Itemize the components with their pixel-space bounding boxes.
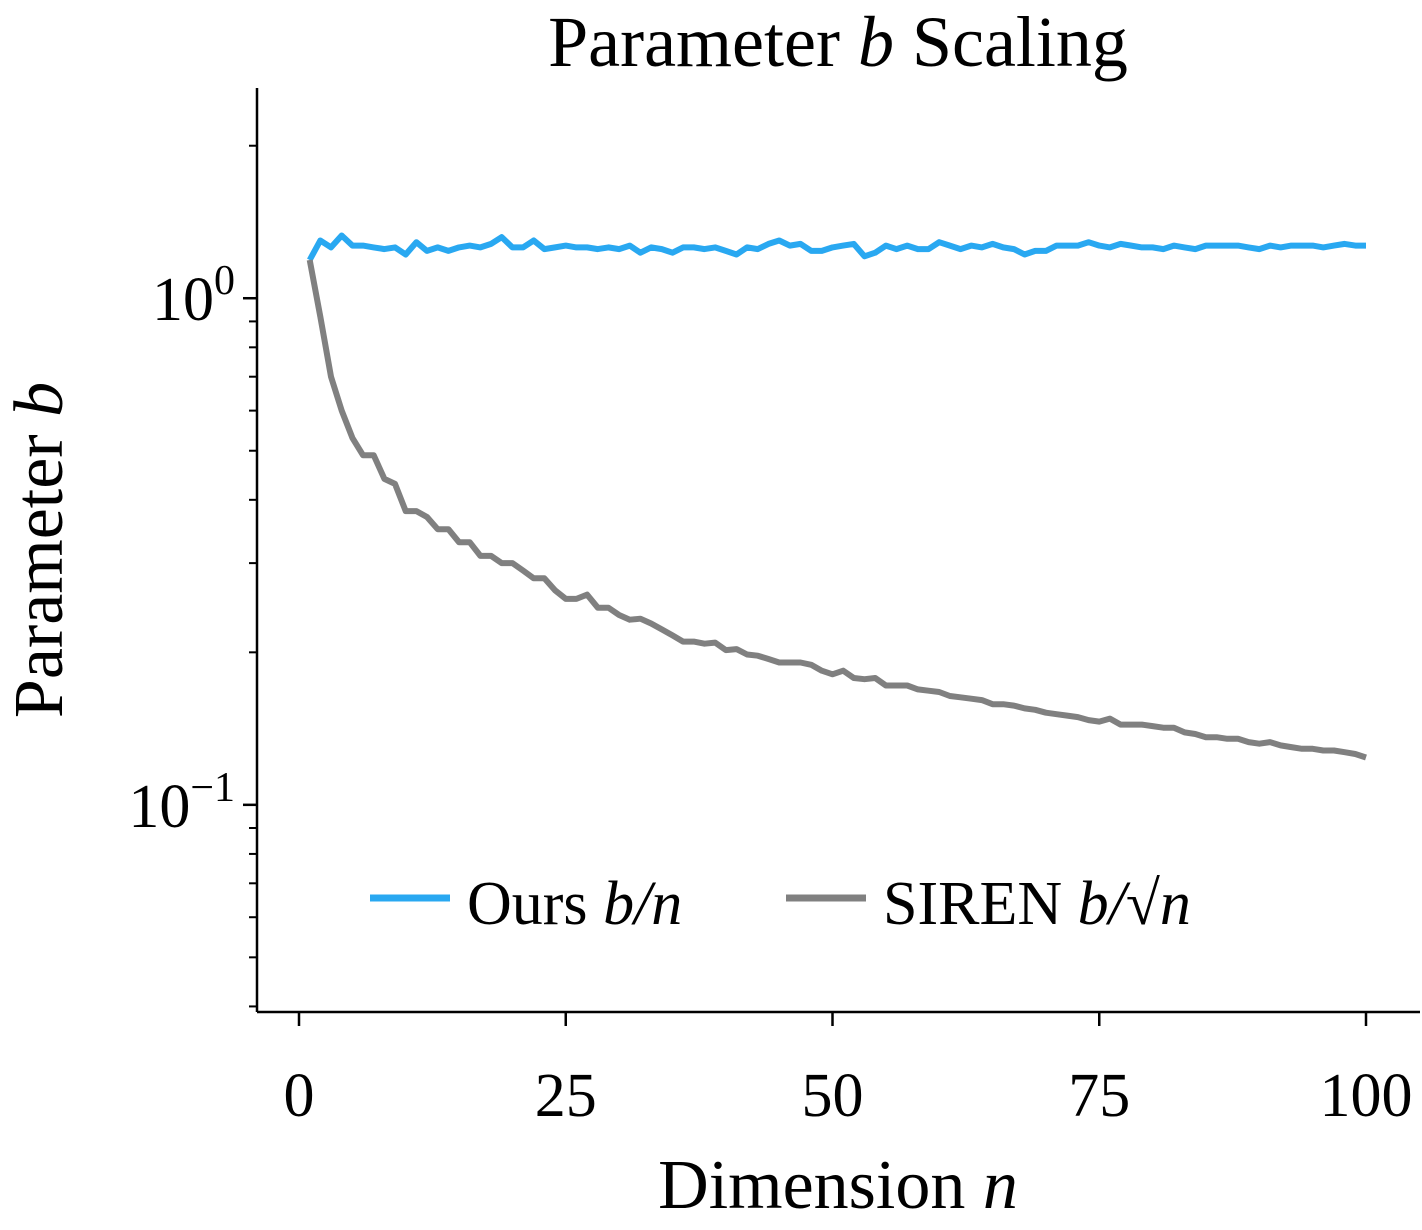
y-tick-label: 10−1 — [128, 765, 235, 841]
y-tick-label: 100 — [152, 258, 235, 334]
y-axis-label-text: Parameter — [1, 417, 78, 718]
chart-title-var: b — [858, 2, 894, 82]
series-line-ours — [307, 232, 1366, 262]
axes: 0 25 50 75 100 100 10−1 — [128, 88, 1420, 1130]
x-tick-label: 50 — [802, 1062, 864, 1130]
series-layer — [306, 232, 1367, 761]
x-axis-label-var: n — [983, 1147, 1018, 1224]
chart-title-rest: Scaling — [894, 2, 1128, 82]
y-axis-label-var: b — [1, 382, 78, 417]
chart-title: Parameter b Scaling — [548, 2, 1128, 82]
chart-title-text: Parameter — [548, 2, 858, 82]
x-tick-label: 100 — [1320, 1062, 1413, 1130]
legend-label-siren-math: b/√n — [1078, 870, 1191, 938]
legend-label-ours: Ours b/n — [467, 870, 682, 938]
legend: Ours b/n SIREN b/√n — [370, 870, 1191, 938]
legend-label-ours-text: Ours — [467, 870, 603, 938]
x-tick-label: 0 — [284, 1062, 315, 1130]
y-axis-label: Parameter b — [1, 382, 78, 718]
x-axis-label: Dimension n — [658, 1147, 1018, 1224]
series-line-siren — [306, 259, 1367, 761]
legend-label-siren-text: SIREN — [883, 870, 1078, 938]
legend-label-ours-math: b/n — [603, 870, 682, 938]
x-tick-label: 75 — [1068, 1062, 1130, 1130]
x-tick-label: 25 — [535, 1062, 597, 1130]
x-axis-label-text: Dimension — [658, 1147, 983, 1224]
legend-label-siren: SIREN b/√n — [883, 870, 1191, 938]
